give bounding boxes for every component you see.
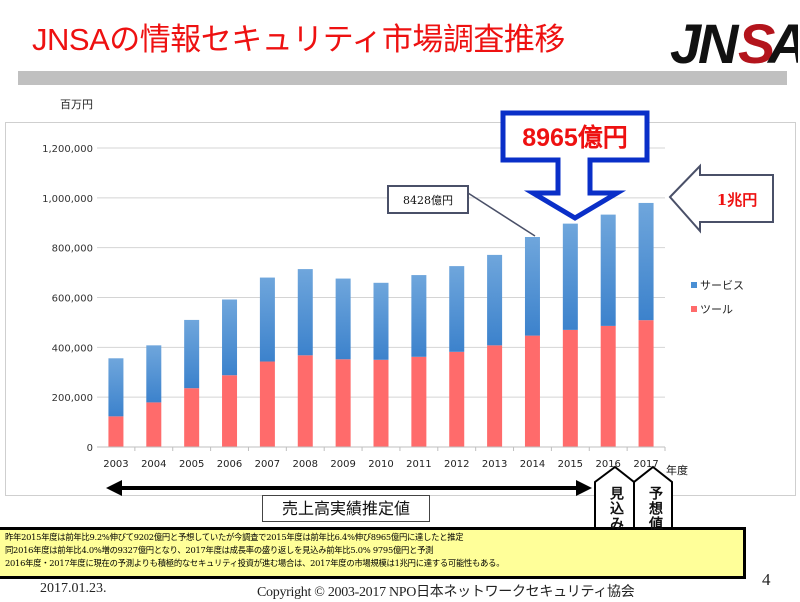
x-tick-label: 2010 <box>368 459 393 470</box>
x-axis-ticks: 2003 2004 2005 2006 2007 2008 2009 2010 2011 2012… <box>103 447 666 470</box>
x-tick-label: 2012 <box>444 459 469 470</box>
callout-arrow-left-1cho <box>668 163 774 234</box>
bar-tool-2016 <box>600 325 616 447</box>
bar-service-2007 <box>259 277 275 362</box>
callout-arrow-down-8965 <box>500 110 650 221</box>
footer-copyright: Copyright © 2003-2017 NPO日本ネットワークセキュリティ協… <box>257 585 635 600</box>
bar-tool-2003 <box>108 416 124 447</box>
bar-tool-2011 <box>411 356 427 447</box>
bar-service-2006 <box>222 299 238 376</box>
forecast-2017-label: 予想値 <box>647 486 663 531</box>
legend-label-service: サービス <box>700 279 744 292</box>
arrow-left-head-icon <box>106 480 122 496</box>
x-tick-label: 2014 <box>520 459 545 470</box>
bar-service-2005 <box>184 319 200 389</box>
x-tick-label: 2009 <box>330 459 355 470</box>
bar-tool-2014 <box>524 335 540 447</box>
note-line-1: 昨年2015年度は前年比9.2%伸びて9202億円と予想していたが今調査で201… <box>5 532 464 542</box>
arrow-right-head-icon <box>576 480 592 496</box>
svg-text:S: S <box>738 13 775 67</box>
footer-date: 2017.01.23. <box>40 581 107 596</box>
bar-tool-2010 <box>373 359 389 447</box>
page-number: 4 <box>762 570 771 589</box>
bar-tool-2006 <box>222 375 238 447</box>
svg-text:J: J <box>670 13 703 67</box>
jnsa-logo: J N S A <box>670 13 798 67</box>
bar-service-2009 <box>335 278 351 360</box>
callout-8428-label: 8428億円 <box>403 194 453 207</box>
x-tick-label: 2006 <box>217 459 242 470</box>
note-line-3: 2016年度・2017年度に現在の予測よりも積極的なセキュリティ投資が進む場合は… <box>5 558 505 568</box>
forecast-2016-label: 見込み <box>608 486 624 531</box>
y-tick-label: 200,000 <box>52 393 93 404</box>
callout-1cho-label: 1兆円 <box>717 191 757 209</box>
y-tick-label: 0 <box>87 443 93 454</box>
bar-service-2013 <box>487 254 503 346</box>
svg-text:A: A <box>766 13 798 67</box>
x-tick-label: 2016 <box>595 459 620 470</box>
x-tick-label: 2011 <box>406 459 431 470</box>
x-tick-label: 2005 <box>179 459 204 470</box>
notes-box: 昨年2015年度は前年比9.2%伸びて9202億円と予想していたが今調査で201… <box>0 527 746 579</box>
callout-8965-label: 8965億円 <box>522 123 628 152</box>
y-tick-label: 400,000 <box>52 343 93 354</box>
bar-tool-2017 <box>638 320 654 447</box>
legend-swatch-tool <box>691 306 697 312</box>
title-divider-band <box>18 71 787 85</box>
actual-range-label: 売上高実績推定値 <box>262 495 430 522</box>
x-tick-label: 2008 <box>293 459 318 470</box>
bar-service-2016 <box>600 214 616 326</box>
y-tick-label: 1,000,000 <box>42 194 93 205</box>
x-axis-label: 年度 <box>666 463 688 477</box>
callout-8428-box <box>387 185 469 214</box>
callout-8428-leader-line <box>467 192 536 237</box>
bar-service-2014 <box>524 237 540 336</box>
slide-title: JNSAの情報セキュリティ市場調査推移 <box>32 22 565 57</box>
x-tick-label: 2017 <box>633 459 658 470</box>
bar-tool-2005 <box>184 388 200 447</box>
bar-service-2017 <box>638 202 654 321</box>
y-tick-label: 600,000 <box>52 294 93 305</box>
bar-service-2011 <box>411 275 427 357</box>
bar-tool-2007 <box>259 361 275 447</box>
bar-service-2015 <box>562 223 578 330</box>
svg-text:N: N <box>698 13 740 67</box>
legend-label-tool: ツール <box>700 303 733 316</box>
x-tick-label: 2015 <box>558 459 583 470</box>
bars <box>108 202 654 447</box>
bar-tool-2012 <box>449 351 465 447</box>
y-tick-label: 800,000 <box>52 244 93 255</box>
legend: サービス ツール <box>691 279 744 316</box>
bar-service-2003 <box>108 358 124 417</box>
bar-tool-2004 <box>146 402 162 447</box>
bar-service-2008 <box>297 269 313 356</box>
bar-tool-2013 <box>487 345 503 447</box>
legend-swatch-service <box>691 282 697 288</box>
chart-frame <box>5 122 796 496</box>
bar-tool-2009 <box>335 359 351 447</box>
y-tick-label: 1,200,000 <box>42 144 93 155</box>
bar-service-2012 <box>449 266 465 352</box>
x-tick-label: 2003 <box>103 459 128 470</box>
x-tick-label: 2013 <box>482 459 507 470</box>
note-line-2: 同2016年度は前年比4.0%増の9327億円となり、2017年度は成長率の盛り… <box>5 545 434 555</box>
y-axis-ticks: 0 200,000 400,000 600,000 800,000 1,000,000 1,… <box>42 144 93 454</box>
y-axis-unit-label: 百万円 <box>60 98 93 111</box>
x-tick-label: 2007 <box>255 459 280 470</box>
bar-service-2010 <box>373 282 389 360</box>
bar-tool-2008 <box>297 355 313 447</box>
bar-service-2004 <box>146 345 162 403</box>
x-tick-label: 2004 <box>141 459 166 470</box>
bar-tool-2015 <box>562 329 578 447</box>
